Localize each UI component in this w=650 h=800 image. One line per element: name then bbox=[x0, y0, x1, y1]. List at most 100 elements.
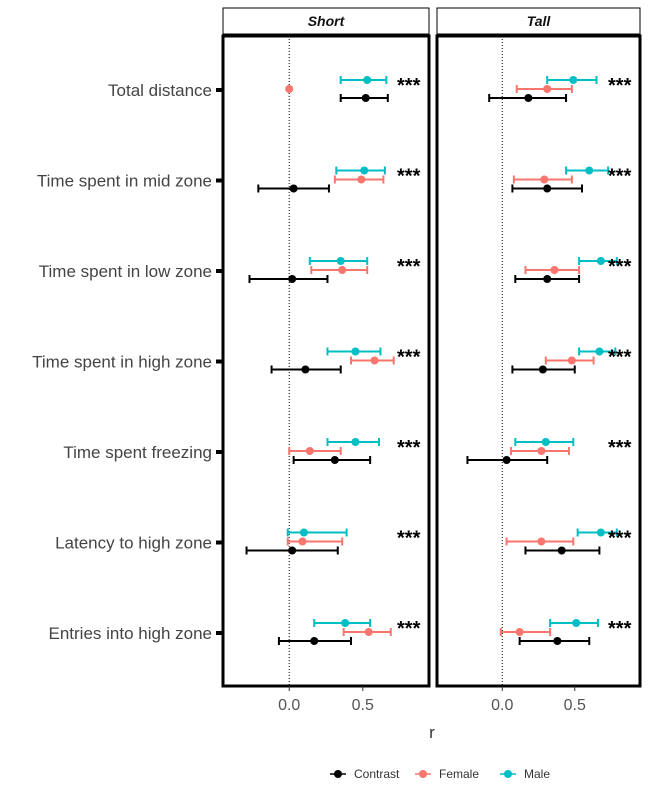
contrast-point bbox=[288, 275, 297, 283]
significance-marker: *** bbox=[608, 347, 632, 369]
estimate-row: *** bbox=[270, 347, 421, 374]
female-point bbox=[298, 537, 307, 546]
estimate-row: *** bbox=[285, 75, 421, 102]
facet-strip-short bbox=[222, 7, 430, 35]
significance-marker: *** bbox=[608, 256, 632, 278]
estimate-row: *** bbox=[277, 618, 421, 645]
male-point bbox=[351, 347, 360, 356]
female-point bbox=[537, 537, 546, 546]
significance-marker: *** bbox=[608, 528, 632, 550]
panel-tall: Tall *** *** *** *** *** *** *** 0.0 0.5 bbox=[435, 7, 642, 714]
estimate-row: *** bbox=[288, 437, 421, 464]
x-tick-label: 0.5 bbox=[564, 697, 586, 714]
facet-panels: Short *** *** *** *** *** *** *** 0.0 0.5 Tall *** *… bbox=[221, 7, 642, 714]
male-point bbox=[585, 166, 594, 175]
male-point bbox=[572, 619, 581, 627]
male-point bbox=[596, 528, 605, 537]
contrast-point bbox=[538, 365, 547, 374]
legend-key-point bbox=[504, 770, 512, 778]
estimate-row: *** bbox=[511, 347, 632, 374]
female-point bbox=[370, 356, 379, 365]
legend-item-male: Male bbox=[500, 767, 550, 781]
facet-label-tall: Tall bbox=[527, 13, 552, 29]
significance-marker: *** bbox=[397, 75, 421, 97]
significance-marker: *** bbox=[608, 166, 632, 188]
contrast-point bbox=[553, 637, 562, 645]
male-point bbox=[569, 76, 578, 84]
legend-item-female: Female bbox=[415, 767, 479, 781]
legend-key-point bbox=[334, 770, 342, 778]
significance-marker: *** bbox=[608, 75, 632, 97]
estimate-row: *** bbox=[488, 75, 632, 102]
y-tick-label: Entries into high zone bbox=[49, 624, 213, 643]
male-point bbox=[351, 438, 360, 446]
y-axis-labels: Total distance Time spent in mid zone Time… bbox=[32, 81, 223, 643]
legend-item-contrast: Contrast bbox=[330, 767, 400, 781]
male-point bbox=[341, 619, 350, 627]
male-point bbox=[299, 528, 308, 537]
contrast-point bbox=[524, 94, 533, 102]
significance-marker: *** bbox=[608, 437, 632, 459]
y-tick-label: Time spent in mid zone bbox=[37, 172, 212, 191]
significance-marker: *** bbox=[397, 528, 421, 550]
y-tick-label: Latency to high zone bbox=[55, 534, 212, 553]
y-tick-label: Time spent in high zone bbox=[32, 353, 212, 372]
contrast-point bbox=[288, 546, 297, 555]
estimate-row: *** bbox=[511, 166, 632, 193]
x-tick-label: 0.0 bbox=[491, 697, 513, 714]
female-point bbox=[357, 175, 366, 184]
significance-marker: *** bbox=[397, 256, 421, 278]
estimate-row: *** bbox=[499, 618, 632, 645]
significance-marker: *** bbox=[397, 618, 421, 640]
legend-key-point bbox=[419, 770, 427, 778]
female-point bbox=[537, 447, 546, 455]
legend-label: Male bbox=[524, 767, 550, 781]
contrast-point bbox=[310, 637, 319, 645]
significance-marker: *** bbox=[397, 437, 421, 459]
female-point bbox=[567, 356, 576, 365]
female-point bbox=[364, 628, 373, 636]
legend: Contrast Female Male bbox=[330, 767, 550, 781]
female-point bbox=[338, 266, 347, 274]
x-axis-title: r bbox=[429, 723, 435, 742]
contrast-point bbox=[330, 456, 339, 464]
significance-marker: *** bbox=[397, 166, 421, 188]
estimate-row: *** bbox=[245, 528, 421, 555]
legend-label: Female bbox=[439, 767, 479, 781]
estimate-row: *** bbox=[505, 528, 632, 555]
male-point bbox=[595, 347, 604, 356]
contrast-point bbox=[289, 184, 298, 193]
panel-short: Short *** *** *** *** *** *** *** 0.0 0.5 bbox=[221, 7, 431, 714]
male-point bbox=[541, 438, 550, 446]
male-point bbox=[596, 257, 605, 265]
contrast-point bbox=[543, 275, 552, 283]
male-point bbox=[360, 166, 369, 175]
estimate-row: *** bbox=[248, 256, 421, 283]
contrast-point bbox=[361, 94, 370, 102]
female-point bbox=[285, 85, 294, 93]
female-point bbox=[515, 628, 524, 636]
x-tick-label: 0.5 bbox=[352, 697, 374, 714]
y-tick-label: Time spent in low zone bbox=[39, 262, 212, 281]
estimate-row: *** bbox=[466, 437, 632, 464]
panel-frame-tall bbox=[435, 34, 642, 688]
female-point bbox=[305, 447, 314, 455]
male-point bbox=[336, 257, 345, 265]
y-tick-label: Time spent freezing bbox=[63, 443, 212, 462]
legend-label: Contrast bbox=[354, 767, 400, 781]
contrast-point bbox=[557, 546, 566, 555]
female-point bbox=[540, 175, 549, 184]
significance-marker: *** bbox=[397, 347, 421, 369]
estimate-row: *** bbox=[257, 166, 421, 193]
female-point bbox=[543, 85, 552, 93]
estimate-row: *** bbox=[514, 256, 632, 283]
contrast-point bbox=[301, 365, 310, 374]
y-tick-label: Total distance bbox=[108, 81, 212, 100]
facet-label-short: Short bbox=[308, 13, 346, 29]
contrast-point bbox=[543, 184, 552, 193]
significance-marker: *** bbox=[608, 618, 632, 640]
x-tick-label: 0.0 bbox=[278, 697, 300, 714]
facet-strip-tall bbox=[436, 7, 641, 35]
contrast-point bbox=[502, 456, 511, 464]
